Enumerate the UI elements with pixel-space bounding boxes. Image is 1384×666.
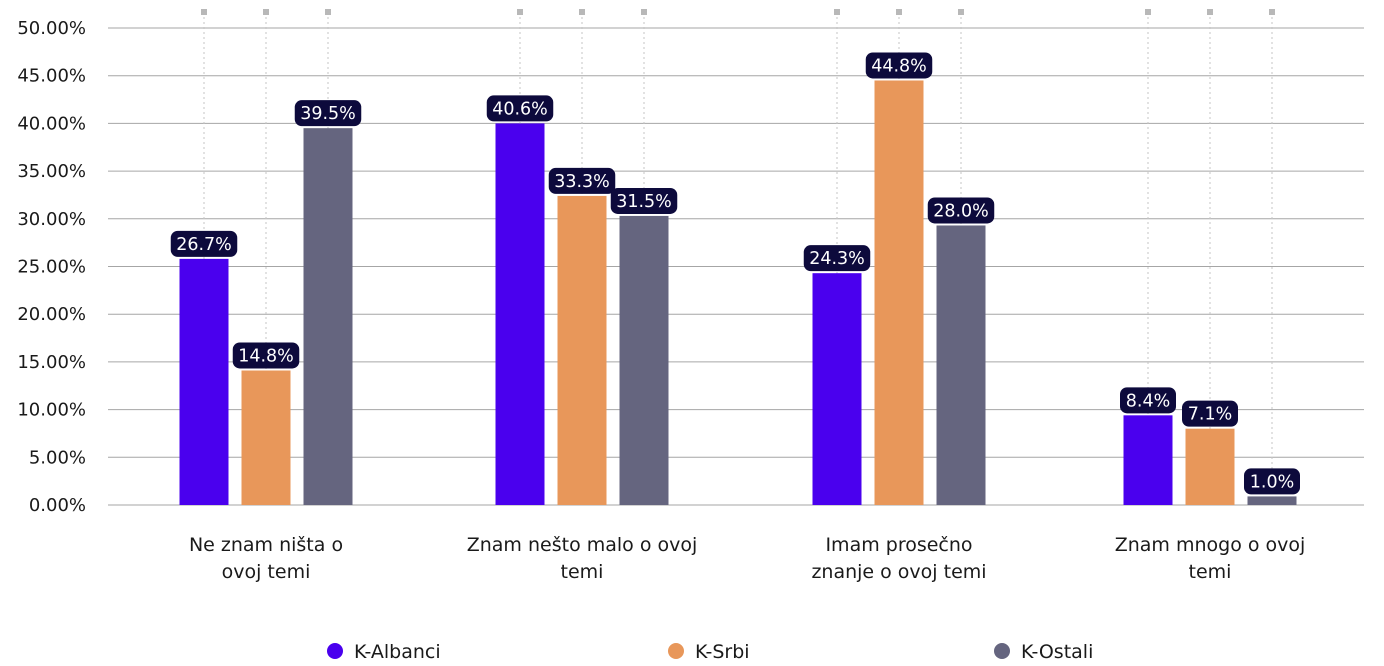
- y-tick-label: 0.00%: [29, 495, 86, 516]
- data-label: 1.0%: [1250, 472, 1294, 492]
- y-tick-label: 45.00%: [17, 66, 86, 87]
- data-label: 24.3%: [809, 249, 865, 269]
- data-label: 8.4%: [1126, 391, 1170, 411]
- y-tick-label: 40.00%: [17, 113, 86, 134]
- x-category-label: Imam prosečno: [825, 534, 972, 556]
- legend-label: K-Srbi: [695, 641, 750, 663]
- x-category-label: znanje o ovoj temi: [811, 561, 986, 583]
- x-category-label: Znam mnogo o ovoj: [1115, 534, 1306, 556]
- data-label: 40.6%: [492, 99, 548, 119]
- x-axis-categories: Ne znam ništa o ovoj temi Znam nešto malo …: [189, 534, 1305, 583]
- bar: [812, 273, 862, 505]
- data-label: 31.5%: [616, 192, 672, 212]
- leader-marker: [517, 9, 523, 15]
- leader-marker: [834, 9, 840, 15]
- data-label-box: [803, 245, 871, 272]
- y-tick-label: 50.00%: [17, 18, 86, 39]
- x-category-label: temi: [561, 561, 604, 583]
- data-label: 44.8%: [871, 56, 927, 76]
- x-category-label: Ne znam ništa o: [189, 534, 343, 556]
- legend-swatch: [668, 643, 684, 659]
- legend-label: K-Ostali: [1021, 641, 1093, 663]
- leader-marker: [579, 9, 585, 15]
- leader-marker: [263, 9, 269, 15]
- legend-swatch: [994, 643, 1010, 659]
- y-tick-label: 25.00%: [17, 257, 86, 278]
- y-tick-label: 5.00%: [29, 447, 86, 468]
- data-label-box: [610, 187, 678, 214]
- leader-marker: [1207, 9, 1213, 15]
- bar: [936, 225, 986, 505]
- y-tick-label: 35.00%: [17, 161, 86, 182]
- legend: K-Albanci K-Srbi K-Ostali: [327, 641, 1093, 663]
- bars: [179, 80, 1297, 506]
- data-label: 28.0%: [933, 201, 989, 221]
- leader-marker: [1269, 9, 1275, 15]
- bar: [1185, 428, 1235, 505]
- leader-marker: [958, 9, 964, 15]
- data-label-box: [170, 230, 238, 257]
- x-category-label: Znam nešto malo o ovoj: [467, 534, 698, 556]
- y-tick-label: 15.00%: [17, 352, 86, 373]
- bar: [619, 215, 669, 506]
- leader-marker: [896, 9, 902, 15]
- x-category-label: temi: [1189, 561, 1232, 583]
- gridlines: [108, 9, 1364, 506]
- y-tick-label: 10.00%: [17, 400, 86, 421]
- y-tick-label: 30.00%: [17, 209, 86, 230]
- data-label: 33.3%: [554, 172, 610, 192]
- data-label-box: [1182, 400, 1238, 427]
- leader-marker: [641, 9, 647, 15]
- data-label-box: [486, 95, 554, 122]
- bar: [179, 258, 229, 505]
- data-label-box: [927, 197, 995, 224]
- bar: [1247, 496, 1297, 505]
- data-label-box: [865, 52, 933, 79]
- bar: [1123, 415, 1173, 505]
- legend-label: K-Albanci: [354, 641, 441, 663]
- data-label-box: [294, 100, 362, 127]
- data-label-box: [1244, 468, 1300, 495]
- bar: [495, 123, 545, 506]
- bar: [557, 195, 607, 506]
- bar: [241, 370, 291, 505]
- data-label: 39.5%: [300, 104, 356, 124]
- legend-swatch: [327, 643, 343, 659]
- leader-marker: [1145, 9, 1151, 15]
- data-label-box: [548, 167, 616, 194]
- bar: [874, 80, 924, 505]
- data-labels: 26.7% 40.6% 24.3% 8.4% 14.8% 33.3% 44.8% 7.1% 39…: [170, 52, 1300, 495]
- leader-marker: [201, 9, 207, 15]
- data-label: 14.8%: [238, 346, 294, 366]
- data-label-box: [1120, 387, 1176, 414]
- y-tick-label: 20.00%: [17, 304, 86, 325]
- data-label: 7.1%: [1188, 405, 1232, 425]
- bar: [303, 128, 353, 506]
- data-label: 26.7%: [176, 235, 232, 255]
- data-label-box: [232, 342, 300, 369]
- y-axis: 0.00% 5.00% 10.00% 15.00% 20.00% 25.00% 30.00%…: [17, 18, 86, 516]
- leader-marker: [325, 9, 331, 15]
- x-category-label: ovoj temi: [222, 561, 311, 583]
